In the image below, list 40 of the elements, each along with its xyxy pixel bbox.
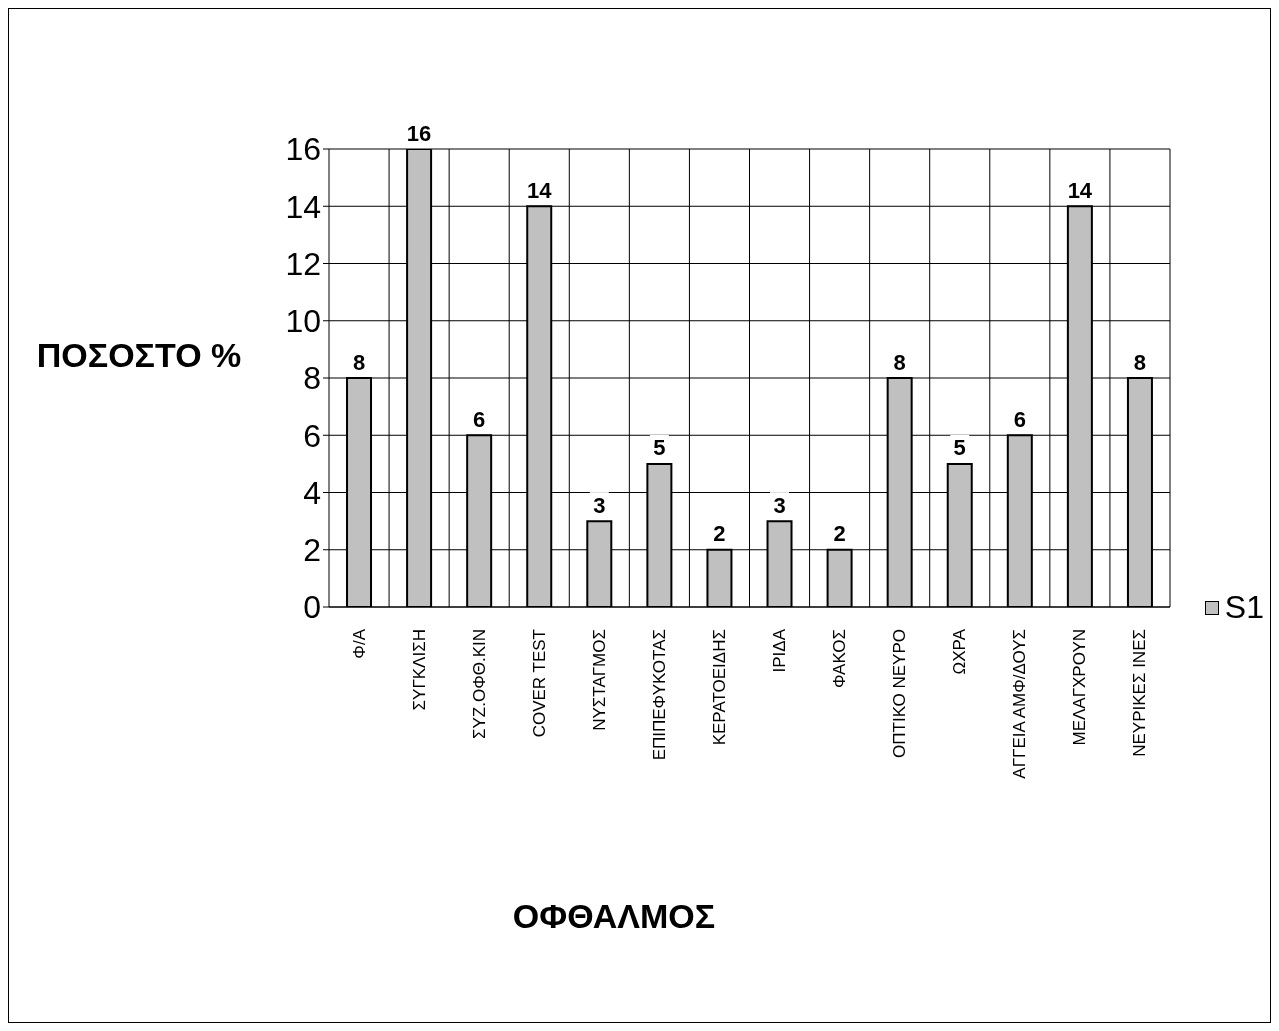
y-tick-label: 2 xyxy=(303,532,321,569)
x-tick-label: Φ/Α xyxy=(349,628,369,659)
y-axis-title: ΠΟΣΟΣΤΟ % xyxy=(35,335,243,376)
y-tick-label: 12 xyxy=(285,245,321,282)
y-tick-label: 6 xyxy=(303,417,321,454)
data-label: 14 xyxy=(526,177,553,203)
y-tick-label: 0 xyxy=(303,589,321,626)
x-tick-label: ΦΑΚΟΣ xyxy=(830,629,850,688)
data-label: 3 xyxy=(773,492,786,518)
data-label: 5 xyxy=(653,435,666,461)
data-label: 8 xyxy=(352,349,366,375)
x-tick-label: ΙΡΙΔΑ xyxy=(770,628,790,673)
data-label: 14 xyxy=(1067,177,1093,203)
x-tick-label: ΣΥΓΚΛΙΣΗ xyxy=(409,629,429,711)
data-label: 16 xyxy=(406,120,432,146)
x-tick-label: ΑΓΓΕΙΑ ΑΜΦ/ΔΟΥΣ xyxy=(1010,629,1030,779)
data-label: 3 xyxy=(593,492,606,518)
data-label: 5 xyxy=(953,435,966,461)
y-tick-label: 4 xyxy=(303,474,321,511)
x-tick-label: ΜΕΛΑΓΧΡΟΥΝ xyxy=(1070,629,1090,746)
y-tick-label: 10 xyxy=(285,303,321,340)
y-tick-label: 16 xyxy=(285,131,321,168)
data-label: 8 xyxy=(1133,349,1147,375)
y-tick-label: 8 xyxy=(303,360,321,397)
x-axis-title: ΟΦΘΑΛΜΟΣ xyxy=(511,897,717,936)
x-tick-label: ΩΧΡΑ xyxy=(950,628,970,675)
data-label: 8 xyxy=(893,349,906,375)
x-tick-label: ΝΥΣΤΑΓΜΟΣ xyxy=(589,629,609,731)
x-tick-label: ΣΥΖ.ΟΦΘ.ΚΙΝ xyxy=(469,629,489,740)
x-tick-label: COVER TEST xyxy=(529,629,549,738)
x-tick-label: ΝΕΥΡΙΚΕΣ ΙΝΕΣ xyxy=(1130,629,1150,757)
x-tick-label: ΕΠΙΠΕΦΥΚΟΤΑΣ xyxy=(649,629,669,761)
data-label: 2 xyxy=(713,521,726,547)
data-label: 6 xyxy=(1013,406,1026,432)
y-tick-label: 14 xyxy=(285,188,321,225)
data-label: 2 xyxy=(833,521,846,547)
data-label: 6 xyxy=(473,406,486,432)
x-tick-label: ΟΠΤΙΚΟ ΝΕΥΡΟ xyxy=(890,629,910,758)
legend-label: S1 xyxy=(1224,589,1264,626)
x-tick-label: ΚΕΡΑΤΟΕΙΔΗΣ xyxy=(709,629,729,746)
